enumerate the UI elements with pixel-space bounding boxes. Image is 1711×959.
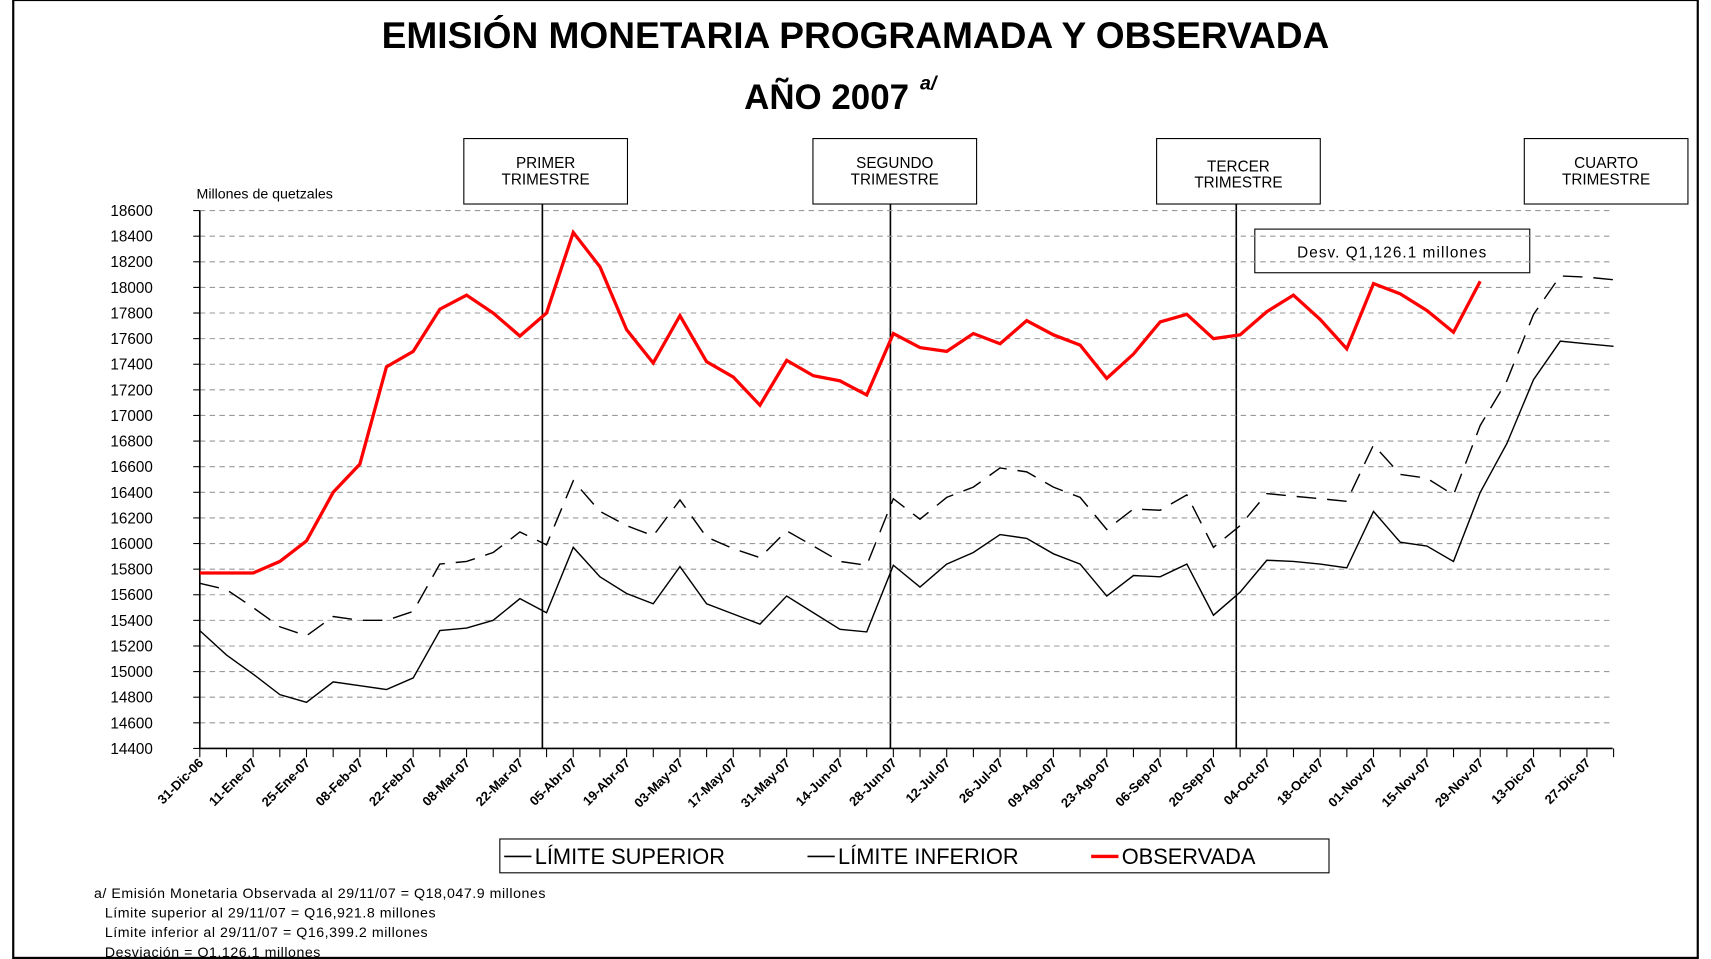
y-tick-label: 18400 — [110, 229, 152, 246]
y-tick-label: 17400 — [110, 357, 152, 374]
quarter-box — [812, 138, 978, 205]
y-tick-label: 14800 — [110, 690, 152, 707]
y-tick-label: 15800 — [110, 562, 152, 579]
footnote: Límite inferior al 29/11/07 = Q16,399.2 … — [105, 925, 428, 941]
y-tick-label: 18600 — [110, 203, 152, 220]
quarter-label: TERCER TRIMESTRE — [1194, 158, 1282, 191]
y-axis-label: Millones de quetzales — [197, 187, 333, 203]
y-tick-label: 16600 — [110, 459, 152, 476]
y-tick-label: 17200 — [110, 382, 152, 399]
y-tick-label: 16800 — [110, 434, 152, 451]
series-line — [199, 340, 1614, 704]
footnote: Desviación = Q1,126.1 millones — [105, 945, 321, 959]
y-tick-label: 15400 — [110, 613, 152, 630]
subtitle-note: a/ — [920, 72, 939, 94]
y-tick-label: 18000 — [110, 280, 152, 297]
y-tick-label: 17800 — [110, 305, 152, 322]
y-tick-label: 15200 — [110, 638, 152, 655]
chart-subtitle: AÑO 2007 a/ — [744, 72, 939, 117]
y-tick-label: 16400 — [110, 485, 152, 502]
quarter-boxes — [463, 138, 1689, 749]
footnote: a/ Emisión Monetaria Observada al 29/11/… — [94, 886, 546, 902]
series-line — [199, 228, 1482, 575]
legend-label: LÍMITE SUPERIOR — [535, 844, 725, 869]
quarter-label: SEGUNDO TRIMESTRE — [851, 155, 939, 188]
quarter-label: CUARTO TRIMESTRE — [1562, 155, 1650, 188]
deviation-label: Desv. Q1,126.1 millones — [1297, 244, 1487, 261]
legend-label: OBSERVADA — [1122, 844, 1256, 869]
y-tick-label: 14600 — [110, 715, 152, 732]
y-tick-label: 14400 — [110, 741, 152, 758]
y-tick-label: 15600 — [110, 587, 152, 604]
legend-label: LÍMITE INFERIOR — [838, 844, 1019, 869]
quarter-box — [463, 138, 629, 205]
y-tick-label: 15000 — [110, 664, 152, 681]
legend — [499, 838, 1330, 874]
y-tick-label: 17000 — [110, 408, 152, 425]
quarter-box — [1523, 138, 1689, 205]
footnote: Límite superior al 29/11/07 = Q16,921.8 … — [105, 906, 436, 922]
chart-title: EMISIÓN MONETARIA PROGRAMADA Y OBSERVADA — [382, 14, 1330, 56]
quarter-label: PRIMER TRIMESTRE — [502, 155, 590, 188]
y-tick-label: 16000 — [110, 536, 152, 553]
subtitle-text: AÑO 2007 — [744, 78, 909, 117]
series-line — [199, 275, 1614, 637]
quarter-box — [1156, 138, 1321, 205]
y-tick-label: 18200 — [110, 254, 152, 271]
y-tick-label: 16200 — [110, 510, 152, 527]
y-tick-label: 17600 — [110, 331, 152, 348]
